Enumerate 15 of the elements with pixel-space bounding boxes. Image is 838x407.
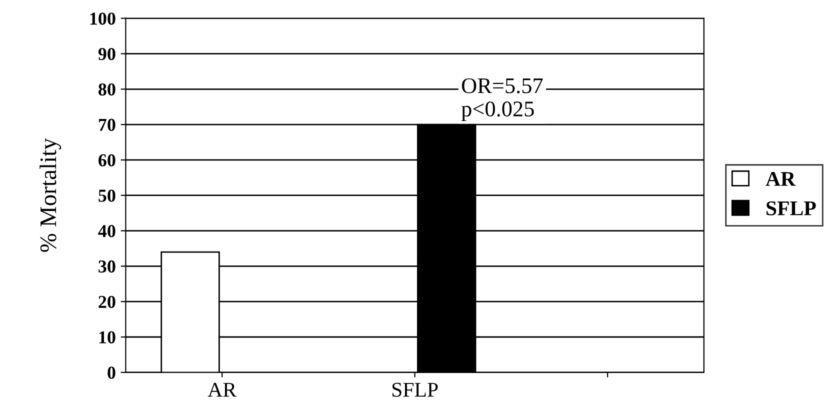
y-tick-label: 30 (98, 260, 116, 273)
legend-label: SFLP (766, 201, 816, 216)
y-tick-label: 70 (98, 118, 116, 131)
y-tick-label: 0 (108, 366, 116, 379)
y-tick-label: 50 (98, 190, 116, 202)
y-tick-label: 10 (99, 331, 116, 344)
y-tick-label: 40 (98, 225, 116, 238)
y-tick-label: 20 (98, 296, 116, 308)
y-tick-label: 100 (90, 12, 116, 25)
y-tick-label: 90 (98, 48, 116, 60)
legend-label: AR (766, 172, 796, 186)
y-axis-title: % Mortality (40, 138, 62, 252)
y-tick-label: 80 (98, 83, 116, 96)
annotation: OR=5.57 p<0.025 (461, 78, 543, 121)
y-tick-label: 60 (98, 154, 116, 166)
